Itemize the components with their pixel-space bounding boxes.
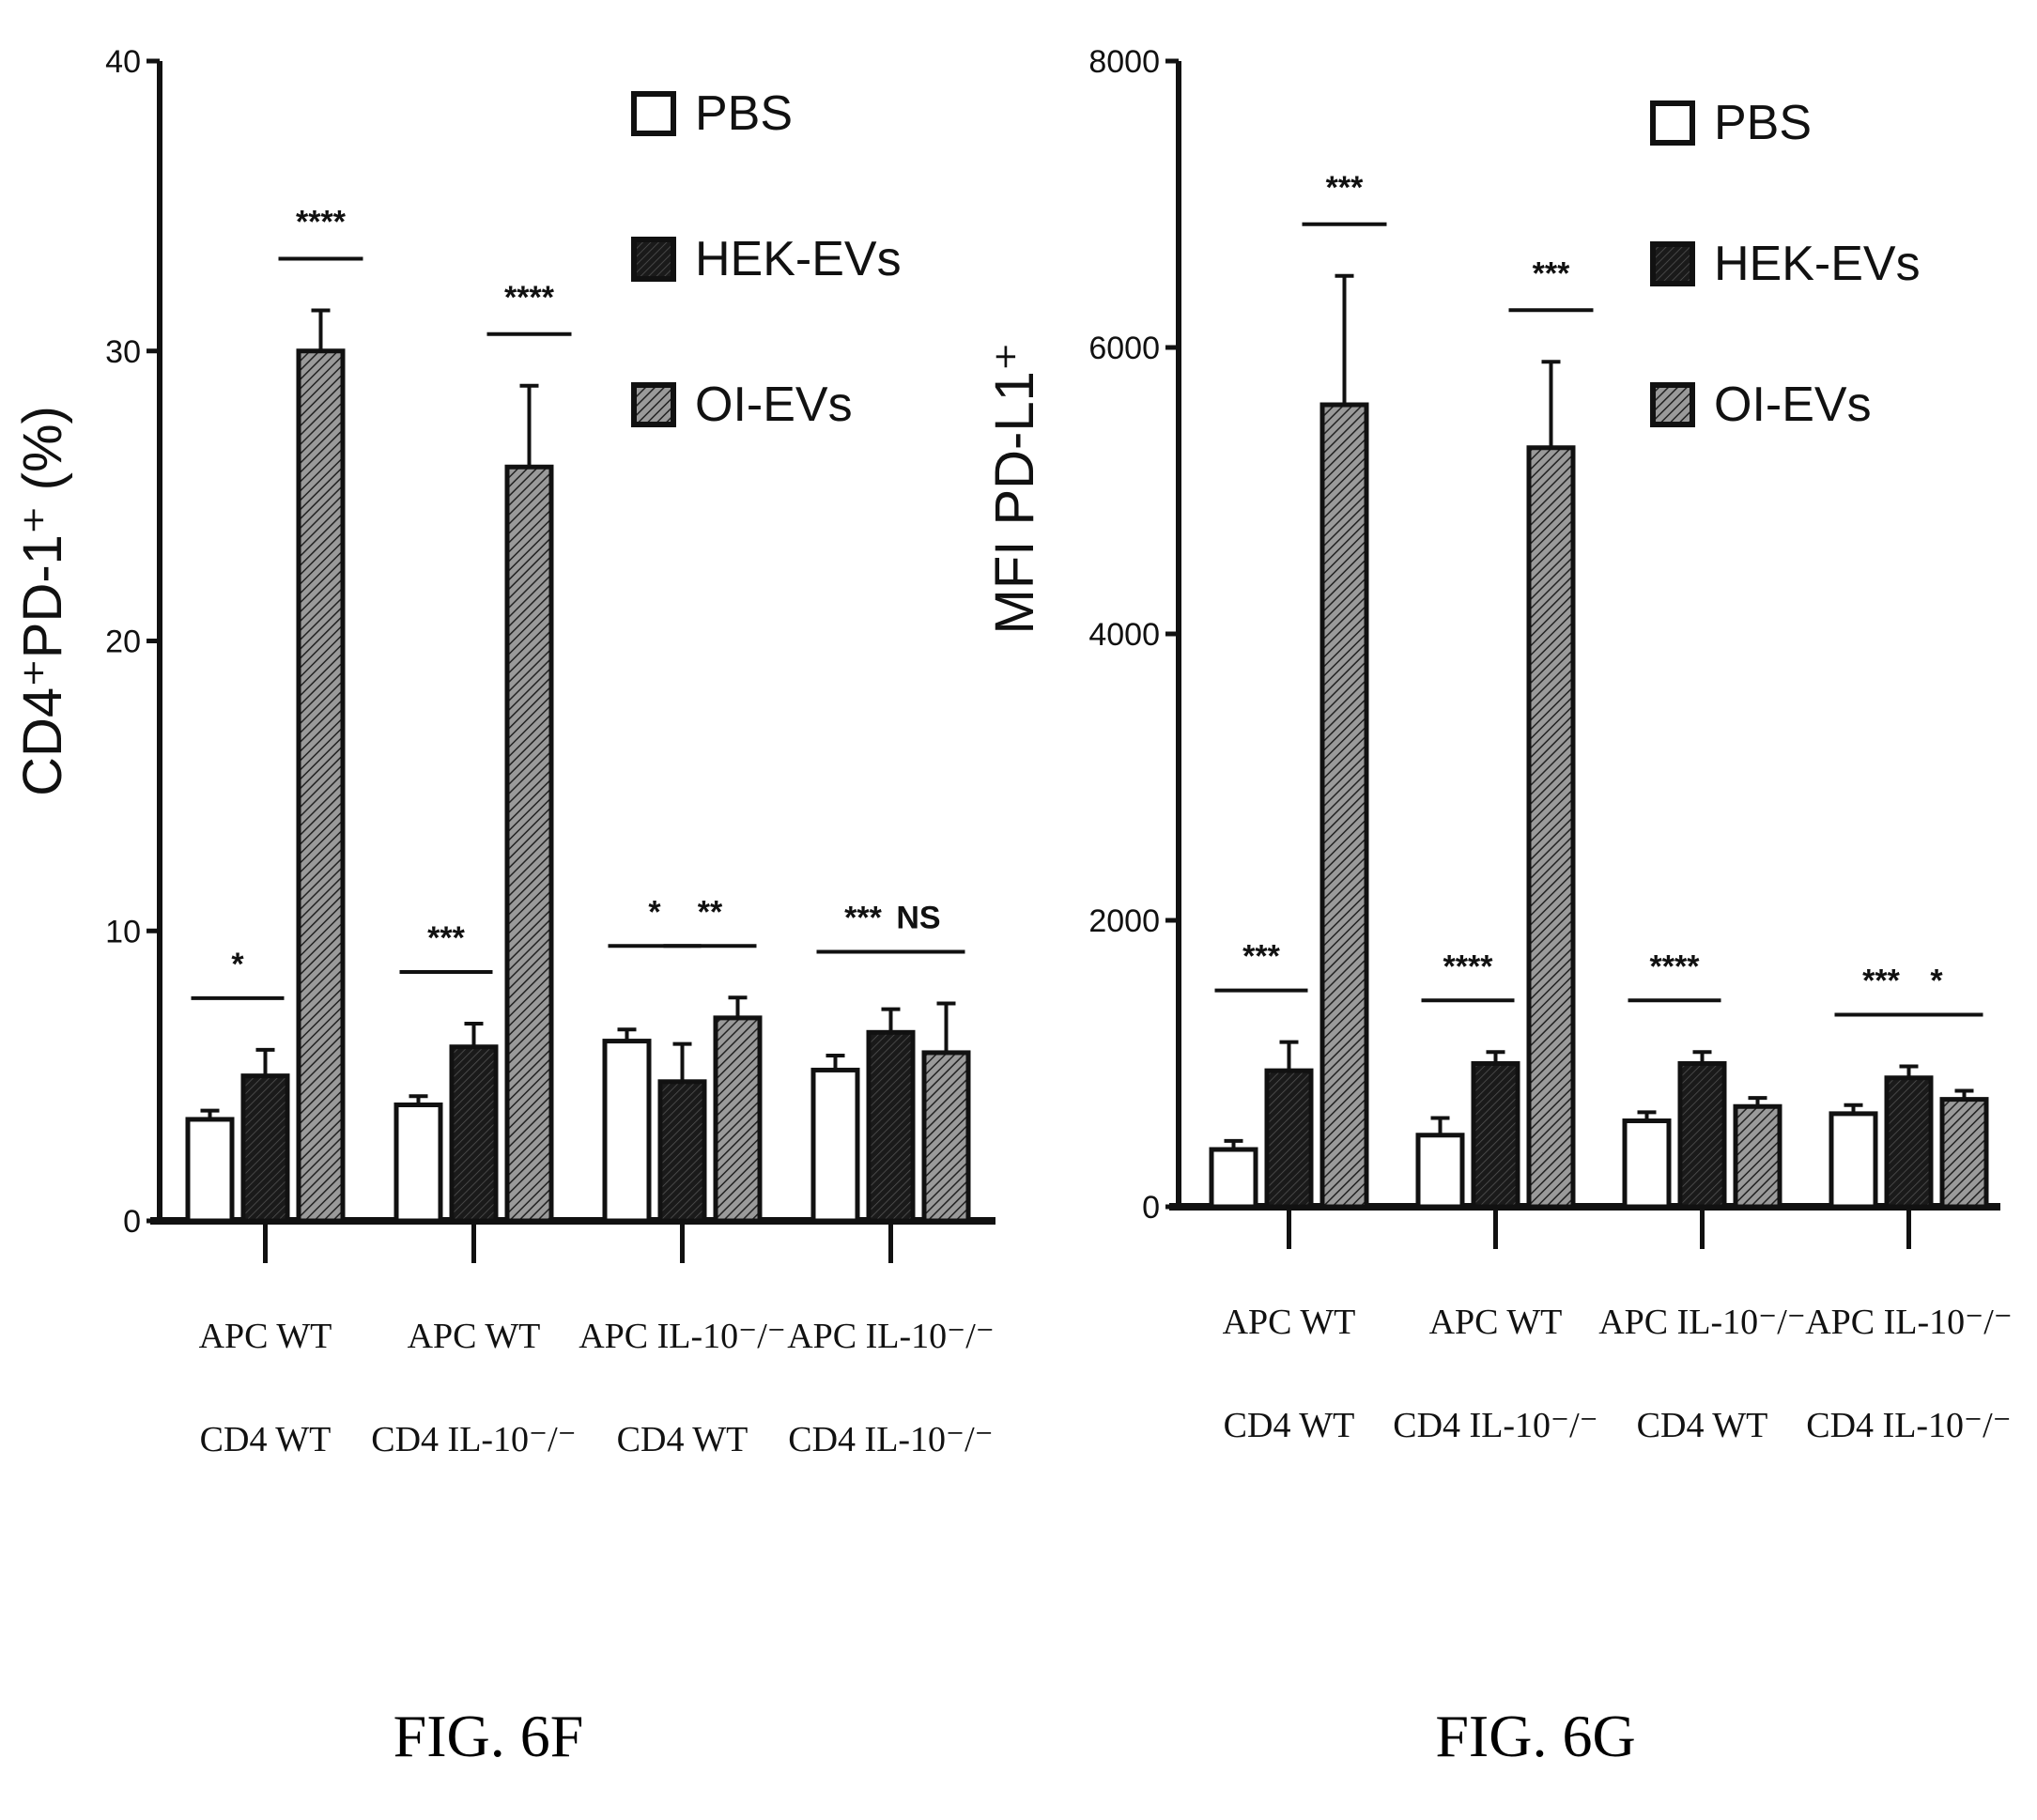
legend-label: OI-EVs [695,378,853,432]
axes: 0 10 20 30 40 APC WT CD4 WT APC WT CD4 IL-10⁻/⁻ A… [105,44,995,1459]
legend-label: HEK-EVs [1714,237,1921,291]
bar-oi-evs [1319,402,1369,1210]
y-tick-label: 40 [105,44,141,80]
bar-pbs [810,1067,860,1224]
y-tick-label: 0 [123,1204,141,1240]
legend-swatch [631,382,676,427]
x-category-label: APC IL-10⁻/⁻ [787,1317,995,1356]
legend: PBS HEK-EVs OI-EVs [1650,96,1921,432]
x-category-label: APC WT [1429,1303,1563,1342]
significance-label: *** [1533,255,1570,291]
x-category-label: CD4 WT [200,1420,332,1459]
bar-oi-evs [504,464,554,1224]
chart-panel-6f: CD4⁺PD-1⁺ (%) 0 10 20 30 40 APC WT CD4 WT APC W… [12,44,995,1769]
bar-hek-evs [1471,1061,1520,1210]
bar-hek-evs [1264,1068,1314,1210]
significance-label: **** [296,205,347,240]
bar-oi-evs [1733,1103,1782,1210]
significance-label: * [648,894,661,930]
x-category-label: APC WT [408,1317,541,1356]
bar-oi-evs [713,1015,763,1224]
y-tick-label: 6000 [1088,331,1160,366]
y-tick-label: 10 [105,914,141,949]
figure-caption: FIG. 6F [394,1703,584,1769]
bar-pbs [394,1103,443,1224]
bar-hek-evs [1677,1061,1727,1210]
y-axis-label: CD4⁺PD-1⁺ (%) [12,406,73,796]
bar-pbs [185,1117,235,1224]
significance-label: * [1930,964,1943,999]
significance-label: * [231,947,244,982]
y-axis-label: MFI PD-L1⁺ [984,343,1045,635]
bars: ***************** *** * [1209,170,1989,1210]
legend-swatch [631,237,676,282]
x-category-label: CD4 WT [1637,1406,1768,1445]
x-category-label: APC IL-10⁻/⁻ [1598,1303,1806,1342]
legend-label: PBS [1714,96,1812,150]
significance-label: **** [1650,949,1701,984]
legend-swatch [1650,382,1695,427]
bar-hek-evs [449,1044,499,1224]
bar-pbs [1829,1111,1878,1210]
legend-label: HEK-EVs [695,232,902,286]
legend-swatch [1650,241,1695,286]
x-category-label: APC WT [1223,1303,1356,1342]
bar-pbs [1622,1118,1672,1210]
bar-pbs [1415,1133,1465,1210]
significance-label: *** [427,920,465,956]
significance-label: **** [504,280,555,316]
bar-oi-evs [296,348,346,1224]
chart-panel-6g: MFI PD-L1⁺ 0 2000 4000 6000 8000 APC WT CD4 WT… [984,44,2013,1769]
y-tick-label: 0 [1142,1190,1160,1226]
bar-oi-evs [921,1050,971,1224]
legend-label: PBS [695,86,793,141]
significance-label: *** [1326,170,1364,206]
bars: ************* ** *** NS [185,205,971,1224]
x-category-label: APC IL-10⁻/⁻ [1805,1303,2013,1342]
bar-oi-evs [1526,445,1576,1210]
x-category-label: APC IL-10⁻/⁻ [579,1317,786,1356]
y-tick-label: 20 [105,625,141,660]
significance-label: NS [896,900,940,935]
figure-caption: FIG. 6G [1435,1703,1635,1769]
significance-label: *** [1242,939,1280,975]
legend: PBS HEK-EVs OI-EVs [631,86,902,432]
y-tick-label: 2000 [1088,903,1160,939]
y-tick-label: 30 [105,334,141,370]
legend-swatch [631,91,676,136]
bar-pbs [602,1039,652,1224]
y-tick-label: 4000 [1088,617,1160,653]
bar-hek-evs [240,1073,290,1224]
bar-hek-evs [657,1079,707,1224]
x-category-label: CD4 WT [1224,1406,1355,1445]
legend-label: OI-EVs [1714,378,1872,432]
significance-label: **** [1443,949,1494,984]
y-tick-label: 8000 [1088,44,1160,80]
x-category-label: CD4 WT [617,1420,748,1459]
bar-hek-evs [866,1029,916,1224]
x-category-label: CD4 IL-10⁻/⁻ [788,1420,993,1459]
x-category-label: APC WT [199,1317,332,1356]
bar-oi-evs [1939,1097,1989,1210]
x-category-label: CD4 IL-10⁻/⁻ [371,1420,576,1459]
significance-label: *** [1862,964,1900,999]
significance-label: ** [698,894,723,930]
significance-label: *** [844,900,882,935]
x-category-label: CD4 IL-10⁻/⁻ [1393,1406,1597,1445]
legend-swatch [1650,100,1695,146]
x-category-label: CD4 IL-10⁻/⁻ [1806,1406,2011,1445]
bar-hek-evs [1884,1075,1934,1210]
bar-pbs [1209,1147,1258,1210]
